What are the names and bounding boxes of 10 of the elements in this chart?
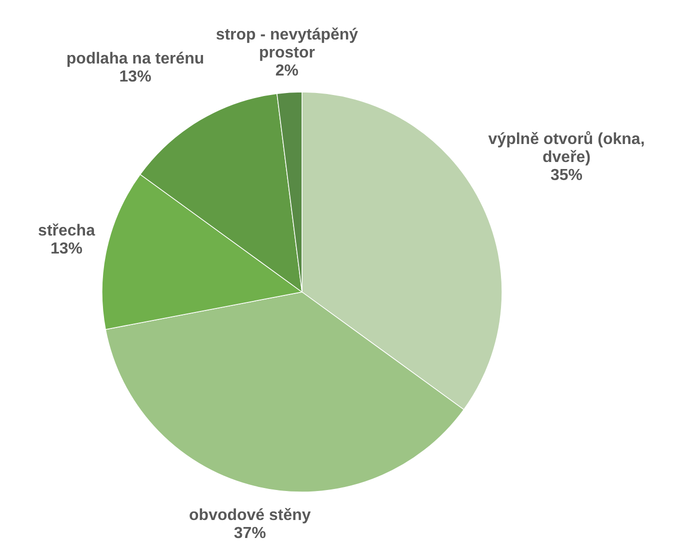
slice-label: střecha: [38, 222, 96, 240]
data-label: 35%: [550, 167, 583, 184]
data-label: 37%: [234, 525, 266, 542]
slice-label: výplně otvorů (okna, dveře): [488, 131, 645, 166]
slice-label: strop - nevytápěný prostor: [216, 26, 358, 62]
data-label: 13%: [50, 240, 83, 258]
data-label: 2%: [275, 62, 299, 80]
slice-label: obvodové stěny: [189, 507, 311, 524]
slice-label: podlaha na terénu: [66, 50, 204, 68]
data-label: 13%: [119, 68, 152, 86]
